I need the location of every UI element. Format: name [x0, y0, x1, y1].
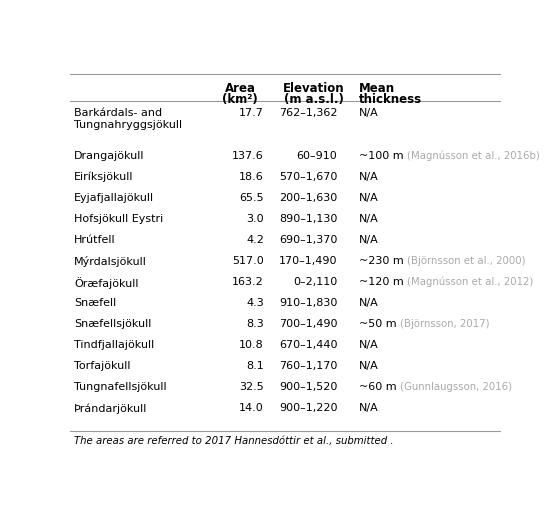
- Text: Area: Area: [224, 82, 256, 95]
- Text: N/A: N/A: [359, 109, 379, 119]
- Text: 10.8: 10.8: [239, 340, 264, 350]
- Text: Mýrdalsjökull: Mýrdalsjökull: [74, 256, 147, 267]
- Text: 0–2,110: 0–2,110: [293, 277, 338, 287]
- Text: Snæfellsjökull: Snæfellsjökull: [74, 319, 152, 329]
- Text: N/A: N/A: [359, 192, 379, 203]
- Text: The areas are referred to 2017 Hannesdóttir et al., submitted .: The areas are referred to 2017 Hannesdót…: [74, 436, 394, 446]
- Text: Snæfell: Snæfell: [74, 298, 116, 308]
- Text: 700–1,490: 700–1,490: [278, 319, 338, 329]
- Text: 137.6: 137.6: [232, 150, 264, 161]
- Text: 32.5: 32.5: [239, 382, 264, 392]
- Text: Eiríksjökull: Eiríksjökull: [74, 172, 134, 182]
- Text: Öræfajökull: Öræfajökull: [74, 277, 139, 289]
- Text: ~60 m: ~60 m: [359, 382, 400, 392]
- Text: 163.2: 163.2: [232, 277, 264, 287]
- Text: ~120 m: ~120 m: [359, 277, 407, 287]
- Text: (km²): (km²): [222, 93, 258, 106]
- Text: Drangajökull: Drangajökull: [74, 150, 144, 161]
- Text: N/A: N/A: [359, 403, 379, 413]
- Text: 670–1,440: 670–1,440: [278, 340, 338, 350]
- Text: (Magnússon et al., 2016b): (Magnússon et al., 2016b): [407, 150, 540, 161]
- Text: 65.5: 65.5: [240, 192, 264, 203]
- Text: 760–1,170: 760–1,170: [279, 361, 338, 371]
- Text: 570–1,670: 570–1,670: [279, 172, 338, 182]
- Text: 900–1,220: 900–1,220: [278, 403, 338, 413]
- Text: 170–1,490: 170–1,490: [278, 256, 338, 266]
- Text: 8.3: 8.3: [246, 319, 264, 329]
- Text: thickness: thickness: [359, 93, 422, 106]
- Text: 17.7: 17.7: [239, 109, 264, 119]
- Text: Hrútfell: Hrútfell: [74, 235, 115, 245]
- Text: ~100 m: ~100 m: [359, 150, 407, 161]
- Text: 762–1,362: 762–1,362: [278, 109, 338, 119]
- Text: 890–1,130: 890–1,130: [279, 214, 338, 224]
- Text: N/A: N/A: [359, 214, 379, 224]
- Text: 3.0: 3.0: [246, 214, 264, 224]
- Text: 910–1,830: 910–1,830: [279, 298, 338, 308]
- Text: 60–910: 60–910: [296, 150, 338, 161]
- Text: (Björnsson et al., 2000): (Björnsson et al., 2000): [407, 256, 526, 266]
- Text: Þrándarjökull: Þrándarjökull: [74, 403, 147, 414]
- Text: 690–1,370: 690–1,370: [279, 235, 338, 245]
- Text: Eyjafjallajökull: Eyjafjallajökull: [74, 192, 154, 203]
- Text: N/A: N/A: [359, 298, 379, 308]
- Text: 517.0: 517.0: [232, 256, 264, 266]
- Text: Elevation: Elevation: [283, 82, 344, 95]
- Text: Barkárdals- and
Tungnahryggsjökull: Barkárdals- and Tungnahryggsjökull: [74, 109, 182, 130]
- Text: (Gunnlaugsson, 2016): (Gunnlaugsson, 2016): [400, 382, 512, 392]
- Text: Hofsjökull Eystri: Hofsjökull Eystri: [74, 214, 163, 224]
- Text: 4.2: 4.2: [246, 235, 264, 245]
- Text: ~230 m: ~230 m: [359, 256, 407, 266]
- Text: 14.0: 14.0: [239, 403, 264, 413]
- Text: 8.1: 8.1: [246, 361, 264, 371]
- Text: 900–1,520: 900–1,520: [279, 382, 338, 392]
- Text: Torfajökull: Torfajökull: [74, 361, 130, 371]
- Text: Mean: Mean: [359, 82, 395, 95]
- Text: 18.6: 18.6: [239, 172, 264, 182]
- Text: N/A: N/A: [359, 235, 379, 245]
- Text: N/A: N/A: [359, 361, 379, 371]
- Text: (Björnsson, 2017): (Björnsson, 2017): [400, 319, 490, 329]
- Text: N/A: N/A: [359, 340, 379, 350]
- Text: 4.3: 4.3: [246, 298, 264, 308]
- Text: Tindfjallajökull: Tindfjallajökull: [74, 340, 154, 350]
- Text: ~50 m: ~50 m: [359, 319, 400, 329]
- Text: 200–1,630: 200–1,630: [279, 192, 338, 203]
- Text: (Magnússon et al., 2012): (Magnússon et al., 2012): [407, 277, 534, 287]
- Text: (m a.s.l.): (m a.s.l.): [284, 93, 344, 106]
- Text: N/A: N/A: [359, 172, 379, 182]
- Text: Tungnafellsjökull: Tungnafellsjökull: [74, 382, 167, 392]
